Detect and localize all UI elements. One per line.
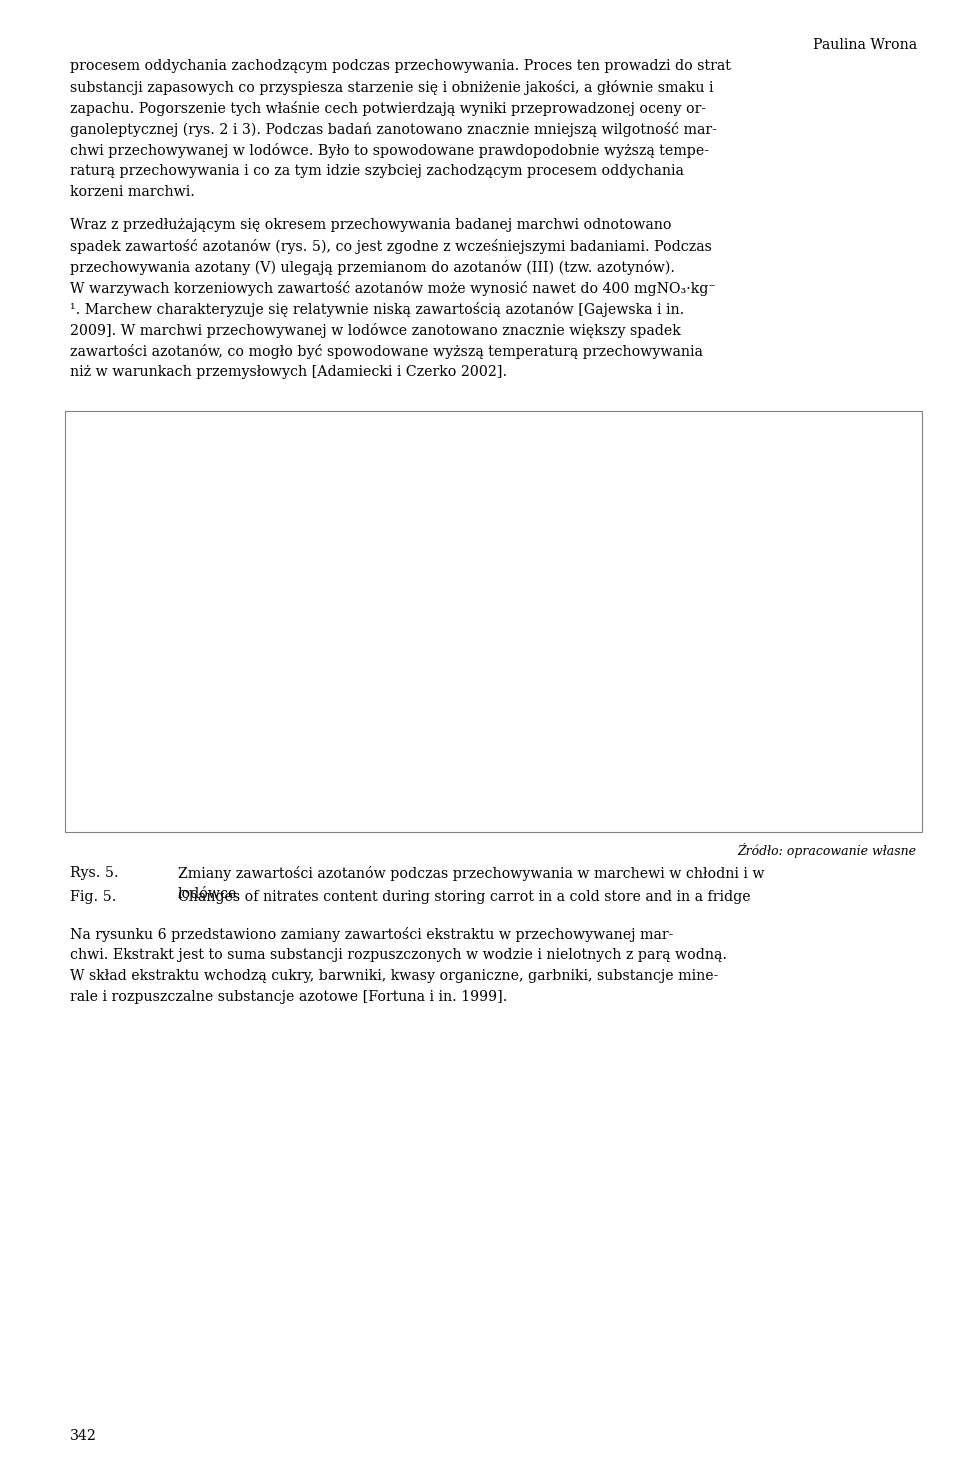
Y-axis label: Zawartość azotanów (mgKNO₃·kg⁻¹): Zawartość azotanów (mgKNO₃·kg⁻¹): [91, 504, 106, 721]
Text: 188,27: 188,27: [597, 525, 637, 538]
Text: Fig. 5.: Fig. 5.: [70, 889, 116, 904]
X-axis label: Miesiące przechowywania: Miesiące przechowywania: [352, 805, 529, 819]
Text: zawartości azotanów, co mogło być spowodowane wyższą temperaturą przechowywania: zawartości azotanów, co mogło być spowod…: [70, 344, 703, 358]
Text: 73,68: 73,68: [696, 670, 730, 683]
Text: W skład ekstraktu wchodzą cukry, barwniki, kwasy organiczne, garbniki, substancj: W skład ekstraktu wchodzą cukry, barwnik…: [70, 969, 718, 984]
Text: 171,49: 171,49: [696, 547, 737, 560]
Text: 193,88: 193,88: [485, 513, 526, 527]
Text: 198,8: 198,8: [173, 507, 205, 521]
Text: przechowywania azotany (V) ulegają przemianom do azotanów (III) (tzw. azotynów).: przechowywania azotany (V) ulegają przem…: [70, 260, 675, 276]
Text: W warzywach korzeniowych zawartość azotanów może wynosić nawet do 400 mgNO₃·kg⁻: W warzywach korzeniowych zawartość azota…: [70, 282, 716, 296]
Text: chwi przechowywanej w lodówce. Było to spowodowane prawdopodobnie wyższą tempe-: chwi przechowywanej w lodówce. Było to s…: [70, 143, 709, 158]
Text: Na rysunku 6 przedstawiono zamiany zawartości ekstraktu w przechowywanej mar-: Na rysunku 6 przedstawiono zamiany zawar…: [70, 928, 674, 943]
Text: Źródło: opracowanie własne: Źródło: opracowanie własne: [738, 844, 917, 858]
Text: lodówce: lodówce: [178, 888, 237, 901]
Text: ¹. Marchew charakteryzuje się relatywnie niską zawartością azotanów [Gajewska i : ¹. Marchew charakteryzuje się relatywnie…: [70, 302, 684, 317]
Text: procesem oddychania zachodzącym podczas przechowywania. Proces ten prowadzi do s: procesem oddychania zachodzącym podczas …: [70, 59, 731, 72]
Text: Changes of nitrates content during storing carrot in a cold store and in a fridg: Changes of nitrates content during stori…: [178, 889, 750, 904]
Text: 2009]. W marchwi przechowywanej w lodówce zanotowano znacznie większy spadek: 2009]. W marchwi przechowywanej w lodówc…: [70, 323, 681, 338]
Text: Rys. 5.: Rys. 5.: [70, 866, 119, 881]
Text: raturą przechowywania i co za tym idzie szybciej zachodzącym procesem oddychania: raturą przechowywania i co za tym idzie …: [70, 164, 684, 178]
Text: rale i rozpuszczalne substancje azotowe [Fortuna i in. 1999].: rale i rozpuszczalne substancje azotowe …: [70, 990, 508, 1004]
Legend: Marchew
przechowywana
w chłodni, Marchew
przechowywana
w lodówce: Marchew przechowywana w chłodni, Marchew…: [763, 524, 908, 650]
Text: Paulina Wrona: Paulina Wrona: [813, 37, 917, 52]
Text: 105,02: 105,02: [597, 628, 637, 642]
Text: zapachu. Pogorszenie tych właśnie cech potwierdzają wyniki przeprowadzonej oceny: zapachu. Pogorszenie tych właśnie cech p…: [70, 100, 707, 117]
Text: Wraz z przedłużającym się okresem przechowywania badanej marchwi odnotowano: Wraz z przedłużającym się okresem przech…: [70, 218, 672, 233]
Text: 342: 342: [70, 1429, 97, 1443]
Text: Zmiany zawartości azotanów podczas przechowywania w marchewi w chłodni i w: Zmiany zawartości azotanów podczas przec…: [178, 866, 764, 882]
Text: niż w warunkach przemysłowych [Adamiecki i Czerko 2002].: niż w warunkach przemysłowych [Adamiecki…: [70, 366, 507, 379]
Text: korzeni marchwi.: korzeni marchwi.: [70, 184, 195, 199]
Text: chwi. Ekstrakt jest to suma substancji rozpuszczonych w wodzie i nielotnych z pa: chwi. Ekstrakt jest to suma substancji r…: [70, 948, 727, 962]
Text: spadek zawartość azotanów (rys. 5), co jest zgodne z wcześniejszymi badaniami. P: spadek zawartość azotanów (rys. 5), co j…: [70, 239, 712, 254]
Text: substancji zapasowych co przyspiesza starzenie się i obniżenie jakości, a główni: substancji zapasowych co przyspiesza sta…: [70, 80, 713, 94]
Text: ganoleptycznej (rys. 2 i 3). Podczas badań zanotowano znacznie mniejszą wilgotno: ganoleptycznej (rys. 2 i 3). Podczas bad…: [70, 122, 717, 137]
Text: 139,22: 139,22: [497, 586, 539, 597]
